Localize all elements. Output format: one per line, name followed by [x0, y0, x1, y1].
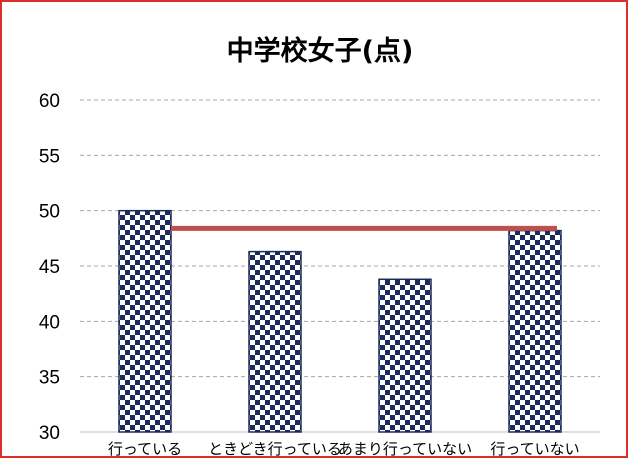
- y-tick-label: 50: [39, 202, 60, 223]
- y-tick-label: 30: [39, 423, 60, 444]
- x-tick-label: 行っている: [108, 440, 182, 458]
- x-tick-label: ときどき行っている: [208, 440, 342, 458]
- x-tick-label: 行っていない: [490, 440, 579, 458]
- bar: [508, 229, 562, 433]
- bar: [118, 209, 172, 433]
- y-tick-label: 55: [39, 146, 60, 167]
- bar: [378, 278, 432, 433]
- y-tick-label: 60: [39, 91, 60, 112]
- chart-title: 中学校女子(点): [227, 35, 414, 67]
- bar: [248, 250, 302, 433]
- x-tick-label: あまり行っていない: [338, 440, 472, 458]
- y-tick-label: 40: [39, 312, 60, 333]
- y-tick-label: 35: [39, 368, 60, 389]
- y-tick-label: 45: [39, 257, 60, 278]
